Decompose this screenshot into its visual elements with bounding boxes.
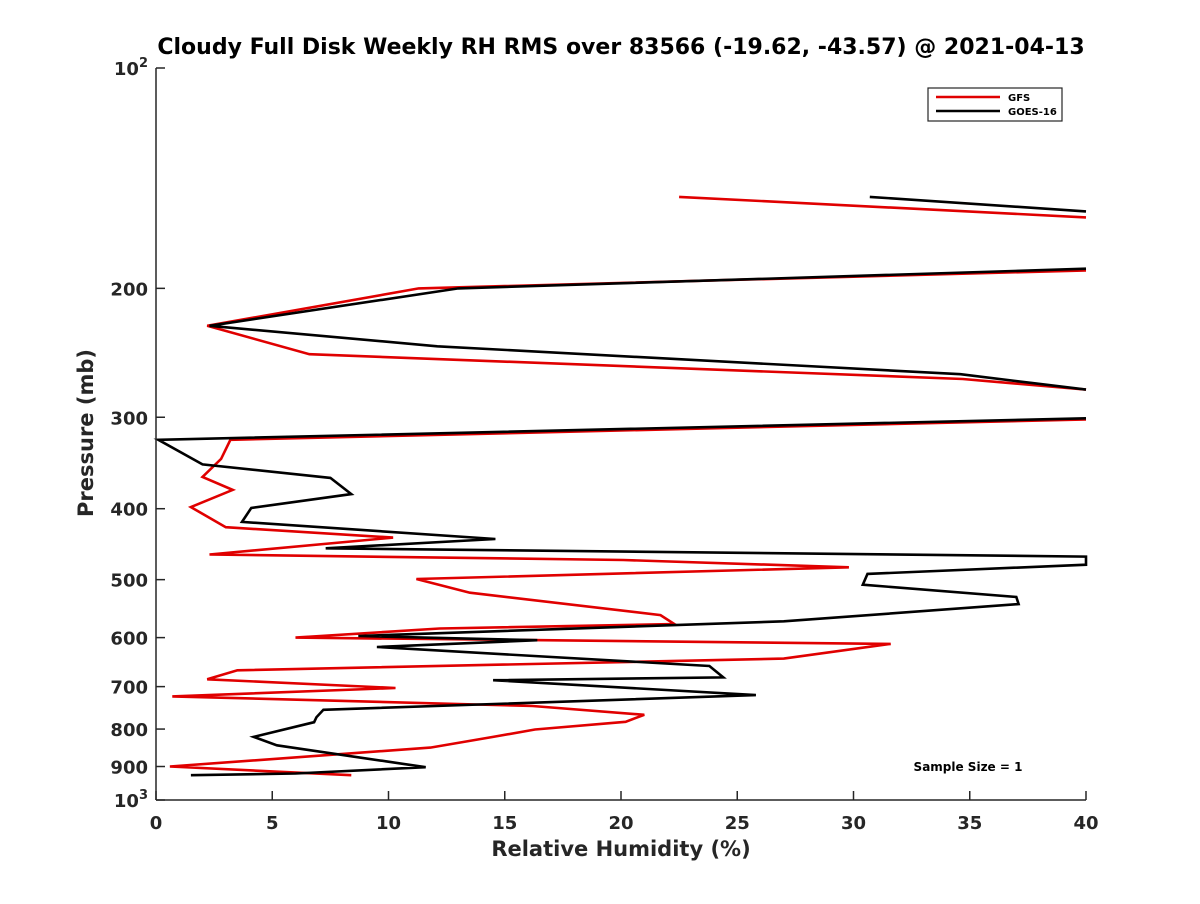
legend-box — [927, 87, 1063, 122]
series-goes-16-segment-1 — [869, 195, 1087, 213]
legend-label-goes-16: GOES-16 — [1008, 107, 1057, 118]
x-tick-label: 40 — [1073, 813, 1098, 834]
y-tick-label: 200 — [110, 279, 148, 300]
y-tick-label: 102 — [114, 56, 148, 80]
y-tick-label: 800 — [110, 720, 148, 741]
series-gfs-segment-3 — [169, 418, 1087, 777]
y-tick-label: 400 — [110, 500, 148, 521]
x-axis-label: Relative Humidity (%) — [491, 837, 750, 861]
y-tick-label: 900 — [110, 758, 148, 779]
chart-title: Cloudy Full Disk Weekly RH RMS over 8356… — [157, 35, 1084, 60]
x-tick-label: 30 — [841, 813, 866, 834]
x-tick-label: 15 — [492, 813, 517, 834]
x-tick-label: 5 — [266, 813, 279, 834]
legend: GFS GOES-16 — [927, 87, 1063, 122]
sample-size-annotation: Sample Size = 1 — [914, 760, 1023, 774]
series-gfs-segment-1 — [679, 195, 1087, 219]
series-goes-16-segment-2 — [209, 267, 1087, 391]
x-tick-label: 10 — [376, 813, 401, 834]
x-tick-label: 20 — [608, 813, 633, 834]
legend-label-gfs: GFS — [1008, 93, 1030, 104]
y-tick-label: 103 — [114, 788, 148, 812]
y-tick-label: 700 — [110, 678, 148, 699]
plot-area — [153, 195, 1088, 777]
y-tick-label: 600 — [110, 629, 148, 650]
y-tick-label: 500 — [110, 571, 148, 592]
x-tick-label: 35 — [957, 813, 982, 834]
series-goes-16-segment-3 — [153, 417, 1088, 777]
x-tick-label: 25 — [725, 813, 750, 834]
y-tick-label: 300 — [110, 408, 148, 429]
axes: 0 5 10 15 20 25 30 35 40 102 200 300 400 500 600 700 800… — [110, 56, 1098, 834]
x-tick-label: 0 — [150, 813, 163, 834]
y-axis-label: Pressure (mb) — [74, 349, 98, 517]
